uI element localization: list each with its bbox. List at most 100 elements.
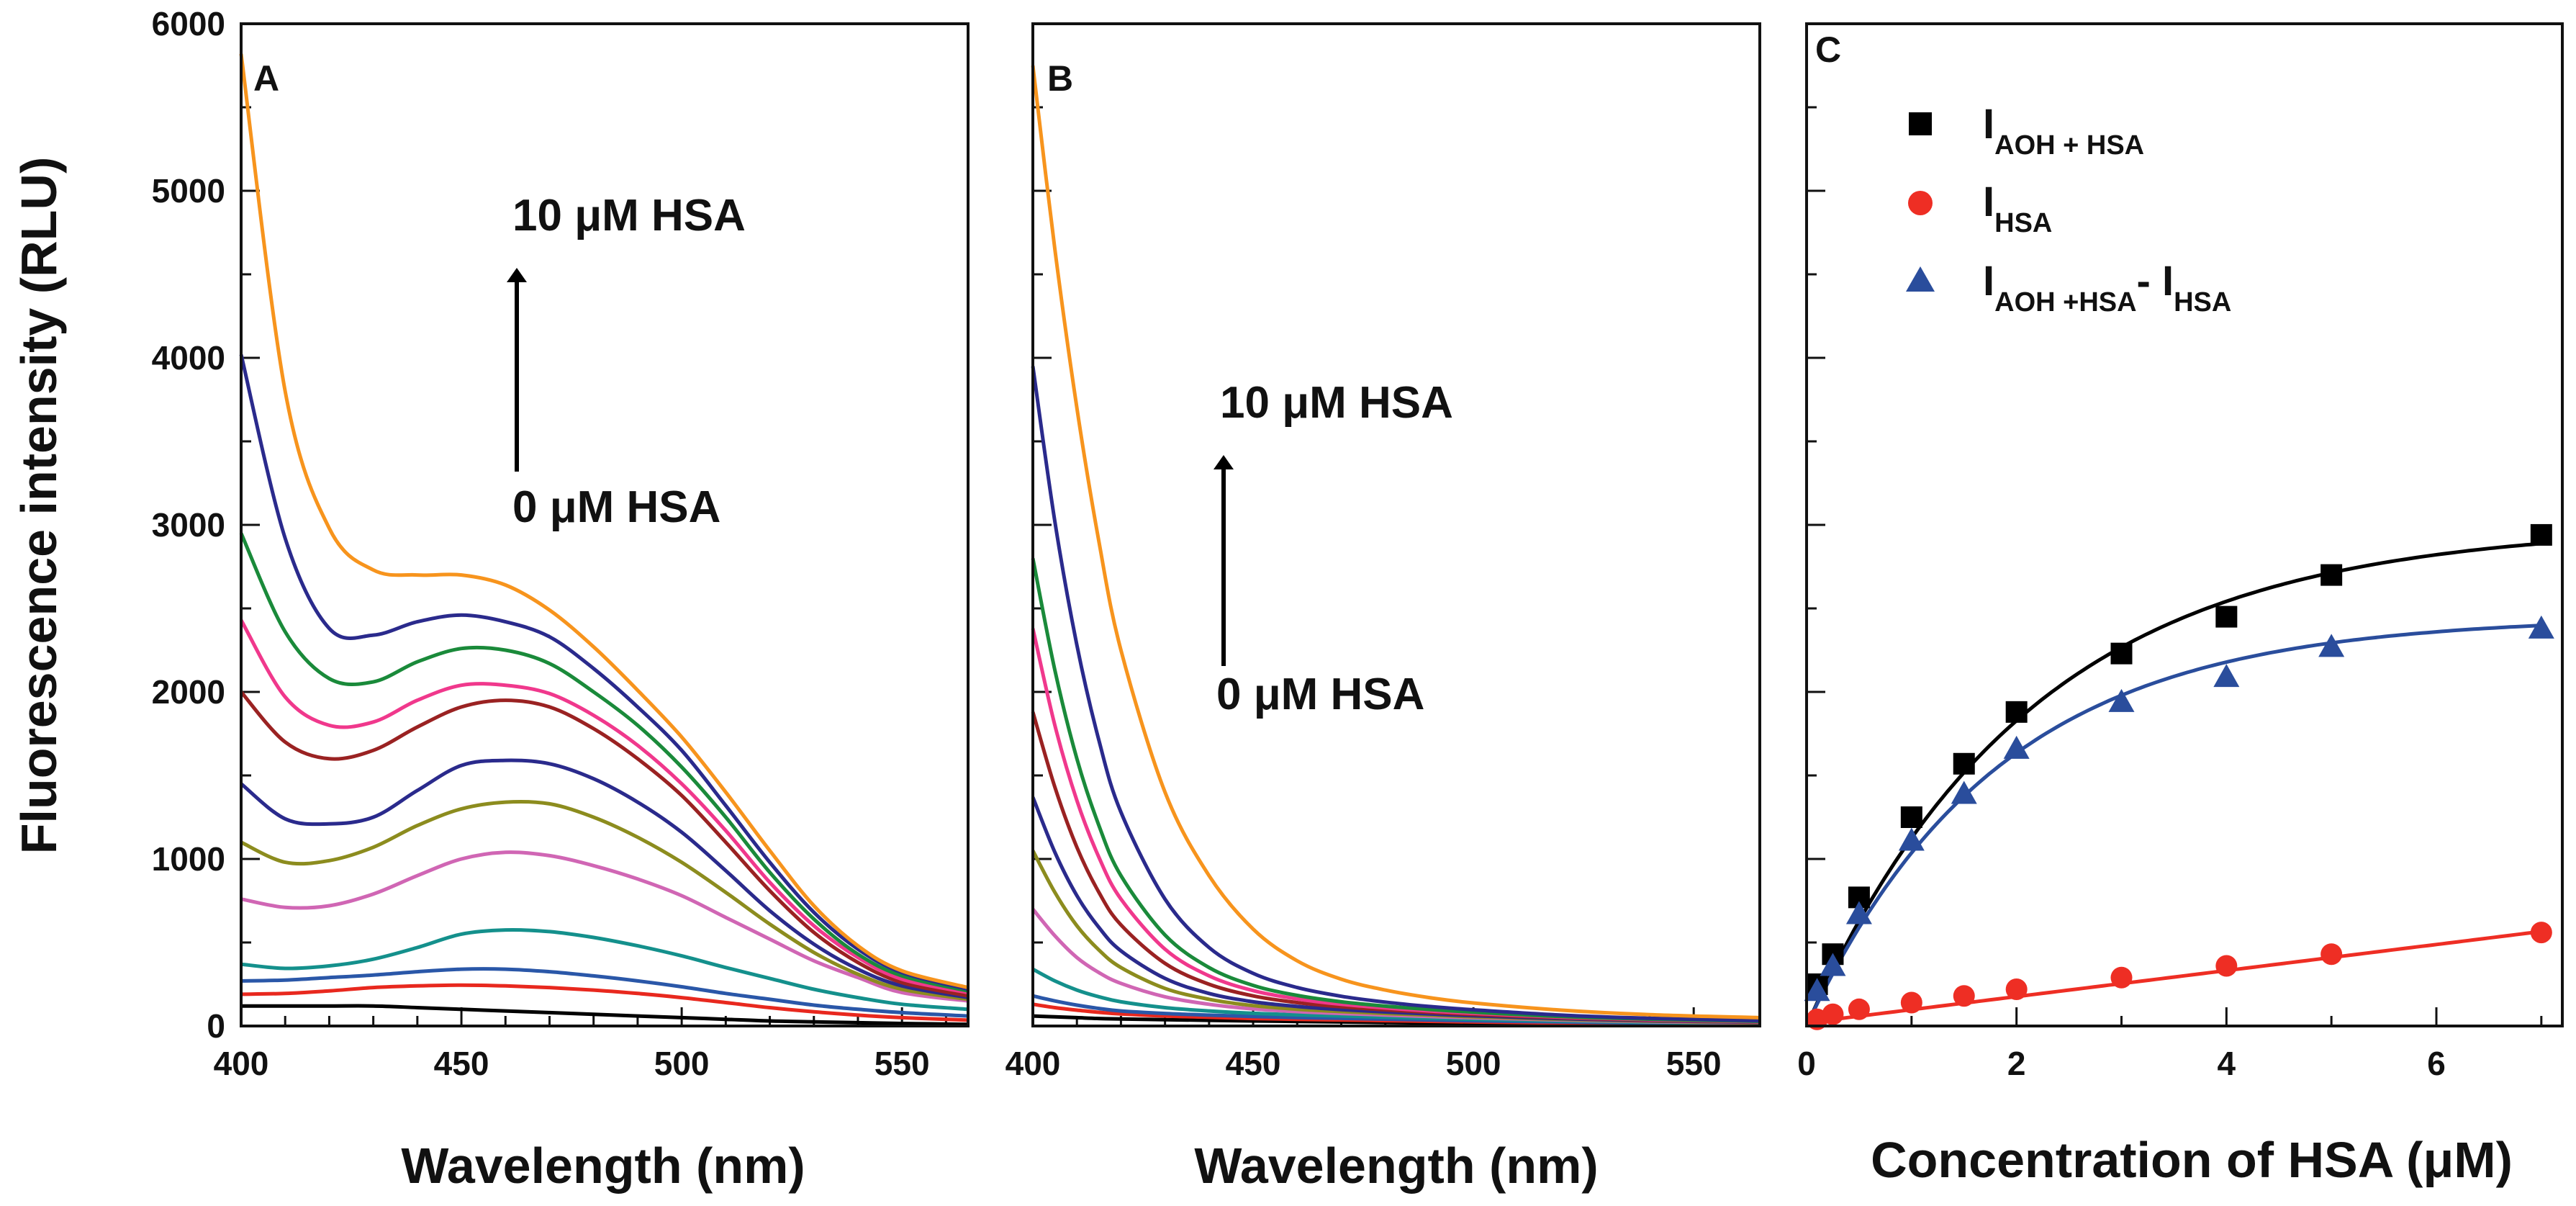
y-tick-label: 3000: [152, 506, 225, 544]
panel-c-markers: [1804, 523, 2554, 1030]
panel-a-arrow-head: [507, 268, 527, 282]
spectrum-line-s9: [239, 618, 969, 995]
spectrum-line-s6: [240, 799, 969, 1002]
square-marker: [2215, 606, 2238, 628]
spectrum-line-s1: [241, 1004, 969, 1027]
fit-line-0: [1810, 541, 2542, 1015]
spectrum-line-s7: [240, 758, 969, 1000]
spectrum-line-s11: [1031, 366, 1761, 1023]
panel-b: 400 450 500 550 B Wavelength (nm) 10 μM HSA…: [1005, 22, 1761, 1194]
spectrum-line-s8: [240, 690, 969, 998]
legend-marker-triangle: [1906, 266, 1935, 292]
circle-marker: [1848, 998, 1870, 1020]
square-marker: [2005, 701, 2028, 723]
square-marker: [2530, 523, 2552, 546]
panel-a-y-tick-labels: 0 1000 2000 3000 4000 5000 6000: [152, 5, 225, 1045]
x-tick-label: 450: [1226, 1045, 1281, 1082]
spectrum-line-s11: [239, 354, 969, 991]
legend-entry-2-main: I: [1983, 179, 1994, 225]
fit-line-1: [1811, 930, 2542, 1024]
x-tick-label: 0: [1797, 1045, 1816, 1082]
legend-entry-3-sub: AOH +HSA: [1994, 287, 2136, 318]
legend: IAOH + HSA IHSA IAOH +HSA- IHSA: [1906, 101, 2231, 318]
spectrum-line-s12: [239, 53, 969, 990]
legend-entry-1-main: I: [1983, 101, 1994, 148]
panel-a: 400 450 500 550 0 1000 2000 3000 4000 5000 6000 A…: [152, 5, 970, 1194]
x-tick-label: 500: [654, 1045, 710, 1082]
square-marker: [2110, 642, 2133, 665]
y-tick-label: 4000: [152, 339, 225, 377]
y-tick-label: 1000: [152, 840, 225, 878]
y-axis-title: Fluorescence intensity (RLU): [11, 157, 67, 855]
legend-entry-1-sub: AOH + HSA: [1994, 130, 2144, 161]
triangle-marker: [1845, 901, 1872, 924]
panel-a-frame: [240, 22, 970, 1027]
x-tick-label: 450: [434, 1045, 489, 1082]
panel-b-annot-top: 10 μM HSA: [1220, 378, 1453, 428]
y-tick-label: 6000: [152, 5, 225, 42]
spectrum-line-s2: [240, 983, 969, 1022]
legend-entry-3-sub2: HSA: [2174, 287, 2231, 318]
square-marker: [1900, 806, 1922, 828]
panel-a-annot-top: 10 μM HSA: [512, 191, 746, 240]
panel-a-series: [239, 53, 969, 1027]
fit-line-2: [1810, 624, 2541, 1016]
spectrum-line-s5: [240, 850, 969, 1003]
panel-c-fits: [1810, 541, 2542, 1024]
circle-marker: [2530, 922, 2552, 944]
x-tick-label: 2: [2007, 1045, 2026, 1082]
circle-marker: [2110, 966, 2133, 989]
triangle-marker: [2108, 688, 2135, 712]
panel-b-arrow-head: [1214, 455, 1234, 469]
legend-entry-1: IAOH + HSA: [1983, 101, 2144, 161]
x-tick-label: 400: [214, 1045, 269, 1082]
circle-marker: [2005, 978, 2028, 1000]
legend-entry-3-main: I: [1983, 258, 1994, 305]
panel-b-xlabel: Wavelength (nm): [1194, 1138, 1598, 1194]
y-tick-label: 5000: [152, 172, 225, 210]
panel-b-x-tick-labels: 400 450 500 550: [1005, 1045, 1722, 1082]
panel-b-annot-bottom: 0 μM HSA: [1216, 670, 1424, 719]
circle-marker: [1900, 991, 1922, 1014]
panel-a-x-tick-labels: 400 450 500 550: [214, 1045, 930, 1082]
triangle-marker: [2318, 634, 2345, 657]
spectrum-line-s12: [1031, 65, 1761, 1020]
spectrum-line-s10: [239, 532, 969, 993]
circle-marker: [2215, 955, 2238, 977]
legend-marker-square: [1909, 112, 1932, 135]
panel-c-xlabel: Concentration of HSA (μM): [1871, 1132, 2513, 1188]
spectrum-line-s4: [240, 927, 969, 1012]
triangle-marker: [1804, 978, 1830, 1002]
square-marker: [2320, 564, 2343, 586]
panel-b-series: [1031, 65, 1761, 1027]
panel-c-label: C: [1815, 30, 1841, 70]
circle-marker: [2320, 943, 2343, 966]
legend-marker-circle: [1908, 191, 1933, 215]
panel-b-label: B: [1047, 58, 1073, 99]
triangle-marker: [1951, 780, 1977, 804]
spectrum-line-s3: [240, 967, 969, 1018]
circle-marker: [1953, 985, 1975, 1007]
legend-entry-2-sub: HSA: [1994, 208, 2052, 238]
panel-a-xlabel: Wavelength (nm): [401, 1138, 805, 1194]
triangle-marker: [1898, 827, 1925, 851]
x-tick-label: 550: [875, 1045, 930, 1082]
y-tick-label: 2000: [152, 673, 225, 711]
circle-marker: [1822, 1003, 1844, 1025]
x-tick-label: 4: [2218, 1045, 2236, 1082]
panel-c-x-tick-labels: 0 2 4 6: [1797, 1045, 2446, 1082]
triangle-marker: [2528, 615, 2554, 639]
x-tick-label: 400: [1005, 1045, 1061, 1082]
legend-entry-3: IAOH +HSA- IHSA: [1983, 258, 2231, 318]
legend-entry-3-sep: - I: [2137, 258, 2174, 305]
triangle-marker: [2213, 664, 2240, 688]
x-tick-label: 500: [1446, 1045, 1501, 1082]
panel-c-frame: [1805, 22, 2564, 1027]
y-tick-label: 0: [207, 1007, 225, 1045]
panel-b-frame: [1031, 22, 1761, 1027]
panel-a-label: A: [253, 58, 279, 99]
square-marker: [1953, 752, 1975, 775]
x-tick-label: 550: [1666, 1045, 1722, 1082]
